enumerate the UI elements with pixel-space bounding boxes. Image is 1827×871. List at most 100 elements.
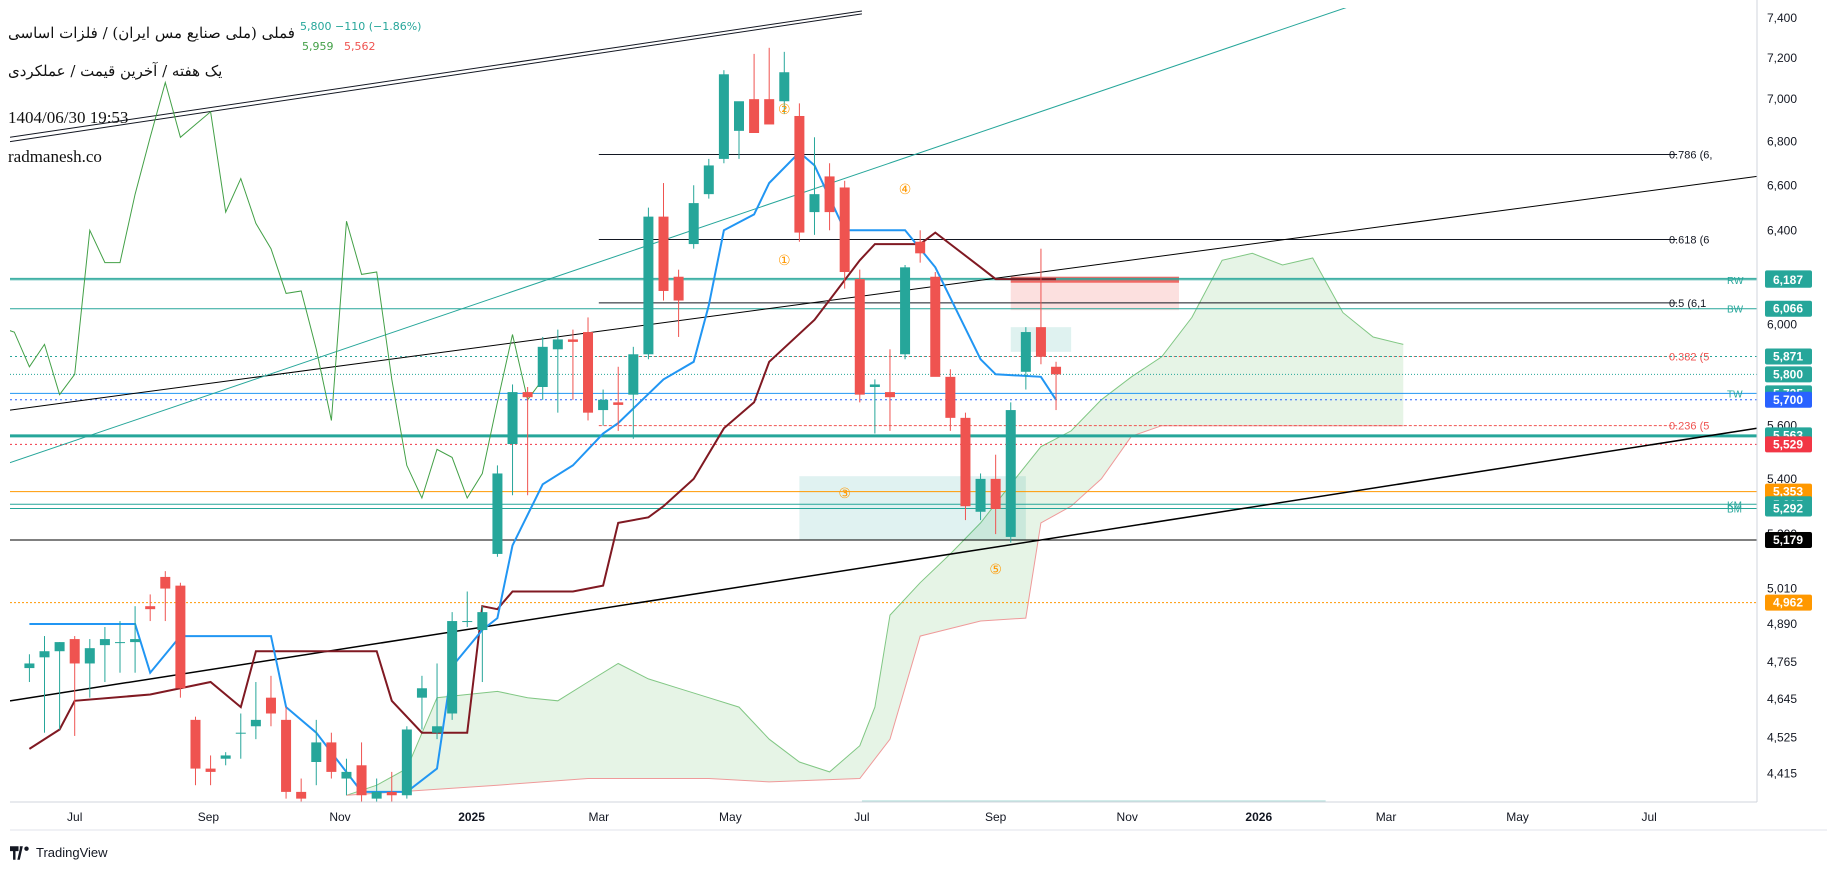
candle-body-16	[265, 697, 276, 714]
trendline-top-b	[10, 10, 863, 138]
x-tick-0: Jul	[67, 810, 82, 824]
candle-body-23	[371, 791, 382, 799]
candle-33	[522, 386, 533, 496]
price-label-text-2: 6,066	[1773, 302, 1803, 316]
candle-body-29	[462, 621, 473, 623]
candle-1	[39, 636, 50, 733]
candle-body-8	[145, 606, 156, 610]
candle-body-52	[809, 194, 820, 213]
cloud-span-b	[346, 425, 1404, 796]
x-tick-6: Jul	[854, 810, 869, 824]
price-label-box-11	[1765, 500, 1812, 517]
candle-2	[54, 642, 65, 730]
candle-body-58	[900, 267, 911, 355]
candle-body-22	[356, 765, 367, 796]
candle-body-10	[175, 585, 186, 689]
candle-body-62	[960, 417, 971, 507]
candle-9	[160, 571, 171, 622]
price-label-text-6: 5,700	[1773, 393, 1803, 407]
y-tick-5: 6,400	[1767, 223, 1797, 237]
level-tag-1: BW	[1727, 305, 1744, 316]
candle-35	[552, 329, 563, 413]
wave-label-1: ②	[778, 102, 791, 118]
candle-body-21	[341, 771, 352, 779]
candle-43	[673, 269, 684, 337]
level-tag-2: TW	[1727, 389, 1743, 400]
candle-17	[281, 707, 292, 799]
price-label-box-9	[1765, 483, 1812, 500]
price-label-box-4	[1765, 366, 1812, 383]
price-label-8: 5,529	[1765, 436, 1812, 453]
price-label-2: 6,066	[1765, 300, 1812, 317]
candle-body-24	[386, 791, 397, 796]
trendline-support	[10, 427, 1757, 702]
candle-body-61	[945, 376, 956, 418]
level-tag-3: KM	[1727, 500, 1742, 511]
candle-36	[567, 329, 578, 400]
candle-body-43	[673, 276, 684, 301]
wave-label-4: ⑤	[989, 562, 1002, 578]
candle-body-53	[824, 176, 835, 213]
price-label-text-11: 5,292	[1773, 501, 1803, 515]
price-label-4: 5,800	[1765, 366, 1812, 383]
price-label-11: 5,292	[1765, 500, 1812, 517]
y-tick-3: 6,800	[1767, 135, 1797, 149]
candle-30	[477, 606, 488, 683]
y-tick-17: 4,415	[1767, 767, 1797, 781]
candle-body-19	[311, 742, 322, 763]
candle-42	[658, 183, 669, 301]
candle-37	[583, 317, 594, 421]
candle-60	[930, 272, 941, 377]
candle-body-67	[1035, 327, 1046, 357]
candle-29	[462, 591, 473, 628]
bottom-zone	[861, 800, 1326, 802]
candle-body-15	[250, 719, 261, 727]
candle-body-35	[552, 339, 563, 350]
candle-body-54	[839, 187, 850, 273]
x-tick-3: 2025	[458, 810, 485, 824]
chart-subtitle: یک هفته / آخرین قیمت / عملکردی	[8, 62, 223, 80]
candle-body-11	[190, 719, 201, 769]
cloud-span-a	[346, 252, 1404, 796]
candle-25	[401, 726, 412, 799]
datetime-label: 1404/06/30 19:53	[8, 108, 129, 127]
plot-area: 0.786 (6, 0.618 (6 0.5 (6,1 0.382 (5 0.236 (…	[10, 8, 1757, 802]
candle-body-56	[869, 384, 880, 387]
candle-body-30	[477, 612, 488, 631]
candle-body-59	[915, 241, 926, 254]
price-label-box-1	[1765, 271, 1812, 288]
candle-body-45	[703, 165, 714, 195]
candle-57	[884, 349, 895, 431]
candle-body-60	[930, 276, 941, 377]
candle-body-44	[688, 203, 699, 245]
wave-label-3: ④	[899, 182, 912, 198]
candle-19	[311, 719, 322, 786]
candle-body-39	[613, 402, 624, 405]
x-tick-5: May	[719, 810, 742, 824]
candle-body-40	[628, 354, 639, 395]
tradingview-brand[interactable]: TradingView	[10, 845, 108, 860]
candle-66	[1020, 327, 1031, 390]
candle-body-34	[537, 346, 548, 387]
candle-63	[975, 473, 986, 521]
candle-body-14	[235, 732, 246, 734]
price-label-text-1: 6,187	[1773, 273, 1803, 287]
price-label-box-8	[1765, 436, 1812, 453]
tradingview-label: TradingView	[36, 845, 108, 860]
candle-body-55	[854, 279, 865, 395]
price-label-box-13	[1765, 594, 1812, 611]
candle-48	[749, 53, 760, 133]
fib-label-3: 0.382 (5	[1669, 352, 1709, 364]
candle-body-57	[884, 392, 895, 398]
candle-47	[733, 101, 744, 159]
price-label-box-3	[1765, 348, 1812, 365]
candle-16	[265, 675, 276, 727]
x-tick-12: Jul	[1641, 810, 1656, 824]
candle-body-46	[718, 74, 729, 159]
candle-body-6	[114, 642, 125, 644]
candle-body-0	[24, 663, 35, 669]
candle-body-3	[69, 639, 80, 664]
trendline-top-a	[10, 13, 863, 143]
candle-body-31	[492, 473, 503, 554]
